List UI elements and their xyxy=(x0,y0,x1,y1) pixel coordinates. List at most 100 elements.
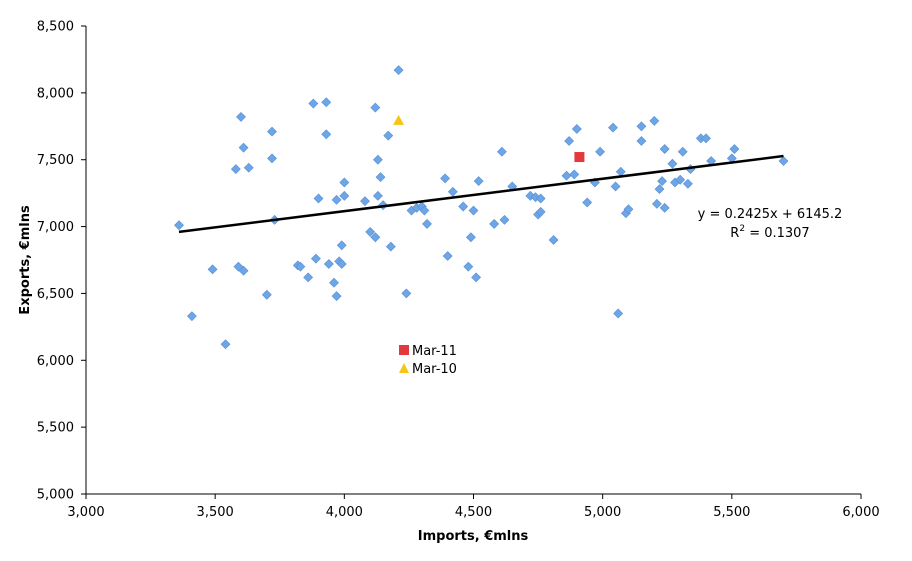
data-point xyxy=(339,190,350,201)
data-point xyxy=(303,272,314,283)
data-point xyxy=(447,186,458,197)
data-point xyxy=(636,121,647,132)
x-tick-label: 3,000 xyxy=(67,505,104,520)
data-point xyxy=(571,124,582,134)
data-point xyxy=(548,235,559,245)
data-point xyxy=(238,265,249,276)
data-point xyxy=(561,170,572,181)
plot-axes xyxy=(85,26,861,495)
y-tick-label: 5,000 xyxy=(37,488,74,503)
trendline-equation: y = 0.2425x + 6145.2 xyxy=(698,207,843,222)
data-point xyxy=(499,214,510,225)
data-point xyxy=(308,98,319,109)
legend-marker-mar-11 xyxy=(399,345,409,355)
data-point xyxy=(468,205,479,216)
data-point xyxy=(336,240,347,251)
data-point xyxy=(186,311,197,322)
data-point xyxy=(473,176,484,187)
y-tick-label: 8,500 xyxy=(37,20,74,35)
data-point xyxy=(295,261,306,272)
data-point xyxy=(331,194,342,205)
data-point xyxy=(207,264,218,275)
data-point xyxy=(372,190,383,201)
y-tick-label: 6,000 xyxy=(37,354,74,369)
y-tick-label: 6,500 xyxy=(37,287,74,302)
data-point xyxy=(654,184,665,195)
data-point xyxy=(267,153,277,164)
data-point xyxy=(659,144,670,154)
data-point xyxy=(471,272,482,283)
data-point xyxy=(535,193,546,204)
data-point xyxy=(564,136,575,146)
y-tick-label: 7,000 xyxy=(37,220,74,235)
data-point xyxy=(329,277,339,288)
data-point xyxy=(372,154,383,165)
data-point xyxy=(419,205,430,216)
data-point xyxy=(321,129,332,140)
data-point xyxy=(360,196,370,207)
data-point xyxy=(659,202,670,213)
y-tick-label: 8,000 xyxy=(37,86,74,101)
data-point xyxy=(370,232,381,243)
data-point xyxy=(238,142,249,153)
data-point xyxy=(331,291,342,302)
r-squared-superscript: 2 xyxy=(739,224,745,234)
x-tick-label: 4,500 xyxy=(455,505,492,520)
y-tick-label: 5,500 xyxy=(37,421,74,436)
data-point xyxy=(701,133,711,144)
data-point xyxy=(623,204,634,215)
legend-label-mar-10: Mar-10 xyxy=(412,362,457,377)
data-point xyxy=(595,146,606,157)
data-point xyxy=(610,181,621,192)
data-points xyxy=(174,65,789,350)
data-point xyxy=(458,201,469,212)
data-point xyxy=(385,241,396,252)
data-point-mar-10 xyxy=(393,114,405,125)
y-axis-ticks: 5,000 5,500 6,000 6,500 7,000 7,500 8,000 8,500 xyxy=(37,20,86,503)
x-tick-label: 6,000 xyxy=(842,505,879,520)
data-point xyxy=(582,197,593,208)
trendline-group xyxy=(178,154,784,234)
data-point xyxy=(442,251,453,261)
data-point xyxy=(365,226,376,237)
data-point xyxy=(667,158,678,169)
x-axis-ticks: 3,000 3,500 4,000 4,500 5,000 5,500 6,000 xyxy=(67,494,880,520)
data-point xyxy=(729,144,740,154)
data-point xyxy=(535,206,546,217)
legend: Mar-11 Mar-10 xyxy=(399,344,457,377)
data-point xyxy=(261,289,272,300)
x-tick-label: 5,500 xyxy=(713,505,750,520)
x-axis-title: Imports, €mlns xyxy=(418,529,529,544)
r-squared-value: = 0.1307 xyxy=(745,226,810,241)
data-point xyxy=(463,261,474,272)
data-point xyxy=(677,146,688,157)
data-point xyxy=(651,198,662,209)
data-point xyxy=(174,220,184,231)
data-point xyxy=(401,288,412,299)
data-point-mar-11 xyxy=(574,152,585,163)
data-point xyxy=(267,126,277,137)
data-point xyxy=(339,177,350,188)
data-point xyxy=(608,122,618,133)
data-point xyxy=(321,97,332,108)
x-tick-label: 3,500 xyxy=(197,505,234,520)
data-point xyxy=(236,112,246,122)
r-squared-label: R2 = 0.1307 xyxy=(730,224,809,241)
legend-marker-mar-10 xyxy=(399,363,409,373)
data-point xyxy=(657,176,668,187)
data-point xyxy=(569,169,580,180)
data-point xyxy=(465,232,476,243)
y-axis-title: Exports, €mlns xyxy=(18,205,33,315)
legend-label-mar-11: Mar-11 xyxy=(412,344,457,359)
data-point xyxy=(649,116,660,126)
data-point xyxy=(682,178,693,189)
data-point xyxy=(675,174,686,185)
data-point xyxy=(313,193,324,204)
data-point xyxy=(383,130,394,141)
x-tick-label: 4,000 xyxy=(326,505,363,520)
x-tick-label: 5,000 xyxy=(584,505,621,520)
data-point xyxy=(310,253,321,264)
data-point xyxy=(778,156,789,166)
data-point xyxy=(230,164,241,174)
